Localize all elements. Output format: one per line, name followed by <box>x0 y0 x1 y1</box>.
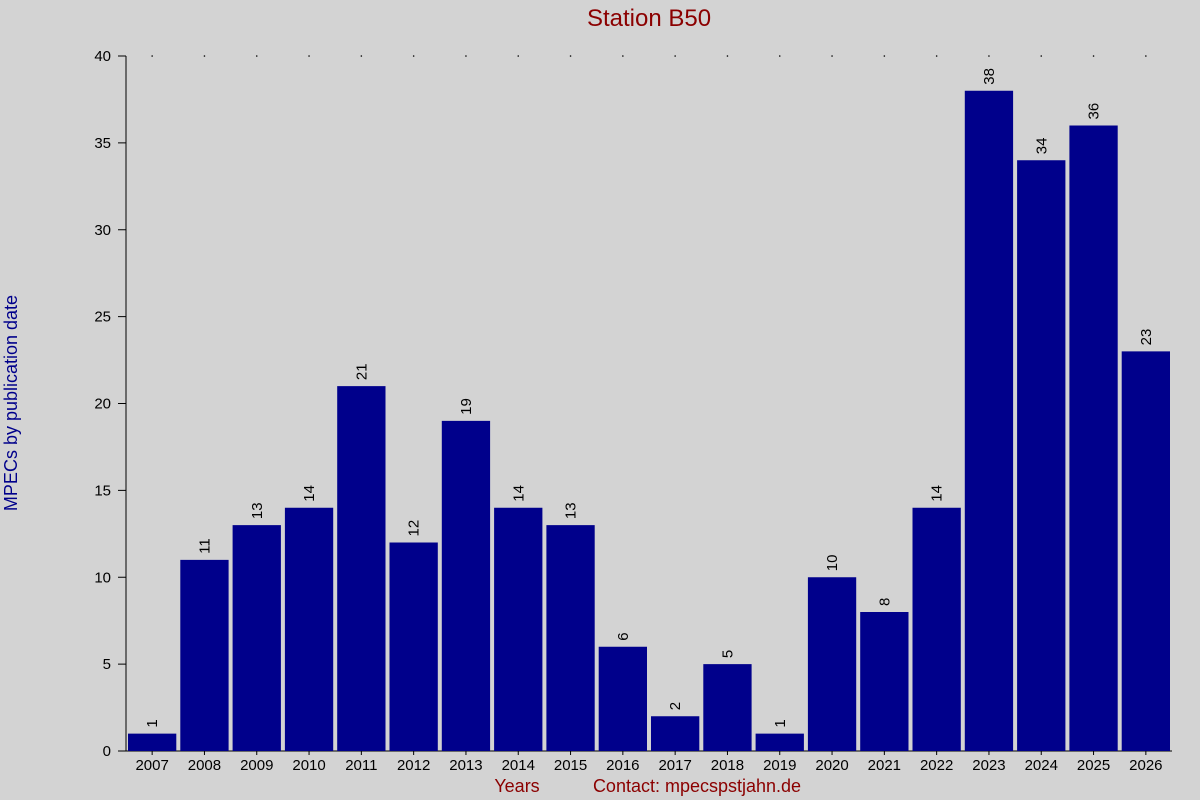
data-label: 14 <box>510 485 527 502</box>
data-label: 1 <box>144 719 161 727</box>
y-tick-label: 25 <box>94 309 111 326</box>
bar <box>546 525 595 751</box>
top-dot-mark <box>883 55 886 57</box>
chart-title: Station B50 <box>587 5 711 32</box>
x-tick-label: 2009 <box>240 757 273 774</box>
bar <box>755 733 804 751</box>
top-dot-mark <box>726 55 729 57</box>
y-tick-label: 30 <box>94 222 111 239</box>
top-dot-mark <box>255 55 258 57</box>
top-dot-mark <box>412 55 415 57</box>
x-tick-label: 2008 <box>188 757 221 774</box>
x-tick-label: 2018 <box>711 757 744 774</box>
x-tick-label: 2023 <box>972 757 1005 774</box>
bar <box>441 420 491 751</box>
top-dot-mark <box>569 55 572 57</box>
top-dot-mark <box>1040 55 1043 57</box>
data-label: 12 <box>406 520 423 537</box>
top-dot-mark <box>151 55 153 57</box>
top-dot-mark <box>1092 55 1095 57</box>
x-tick-label: 2007 <box>135 757 168 774</box>
bar <box>1017 160 1066 751</box>
data-label: 34 <box>1033 138 1050 155</box>
x-tick-label: 2026 <box>1129 757 1162 774</box>
bar <box>494 507 543 751</box>
y-tick-label: 40 <box>94 48 111 65</box>
x-tick-label: 2012 <box>397 757 430 774</box>
data-label: 14 <box>929 485 946 502</box>
bar <box>703 664 752 751</box>
y-axis-label: MPECs by publication date <box>1 295 21 511</box>
bar <box>337 386 386 751</box>
data-label: 5 <box>719 650 736 658</box>
x-axis-label: Years <box>494 776 539 796</box>
x-tick-label: 2025 <box>1077 757 1110 774</box>
top-dot-mark <box>465 55 467 57</box>
data-label: 6 <box>615 632 632 640</box>
y-tick-label: 20 <box>94 396 111 413</box>
top-dot-mark <box>988 55 990 57</box>
x-tick-label: 2017 <box>658 757 691 774</box>
top-dot-mark <box>778 55 781 57</box>
top-dot-mark <box>360 55 363 57</box>
top-dot-mark <box>203 55 206 57</box>
y-tick-label: 15 <box>94 482 111 499</box>
data-label: 38 <box>981 68 998 85</box>
x-tick-label: 2010 <box>292 757 325 774</box>
data-label: 10 <box>824 555 841 572</box>
data-label: 21 <box>353 363 370 380</box>
bar <box>598 646 647 751</box>
data-label: 1 <box>772 719 789 727</box>
bar <box>860 612 909 751</box>
top-dot-mark <box>1145 55 1147 57</box>
top-dot-mark <box>517 55 520 57</box>
top-dot-mark <box>831 55 833 57</box>
x-tick-label: 2021 <box>868 757 901 774</box>
x-tick-label: 2011 <box>345 757 377 774</box>
top-dot-mark <box>674 55 676 57</box>
data-label: 13 <box>249 502 266 519</box>
bar <box>1069 125 1118 751</box>
y-tick-label: 0 <box>103 743 111 760</box>
bar <box>1121 351 1170 751</box>
bar <box>807 577 857 751</box>
x-tick-label: 2020 <box>815 757 848 774</box>
plot-area: 0510152025303540120071120081320091420102… <box>94 48 1172 774</box>
data-label: 23 <box>1138 329 1155 346</box>
bar <box>389 542 438 751</box>
x-tick-label: 2015 <box>554 757 587 774</box>
data-label: 2 <box>667 702 684 710</box>
data-label: 13 <box>563 502 580 519</box>
contact-label: Contact: mpecspstjahn.de <box>593 776 801 796</box>
bar <box>912 507 961 751</box>
bar <box>651 716 700 751</box>
data-label: 8 <box>876 598 893 606</box>
bar <box>128 733 177 751</box>
y-tick-label: 10 <box>94 569 111 586</box>
bar <box>232 525 281 751</box>
y-tick-label: 35 <box>94 135 111 152</box>
bar <box>964 90 1014 751</box>
bar <box>180 559 229 751</box>
x-tick-label: 2013 <box>449 757 482 774</box>
y-tick-label: 5 <box>103 656 111 673</box>
data-label: 11 <box>196 538 213 554</box>
x-tick-label: 2022 <box>920 757 953 774</box>
x-tick-label: 2024 <box>1025 757 1058 774</box>
data-label: 36 <box>1086 103 1103 120</box>
top-dot-mark <box>935 55 938 57</box>
top-dot-mark <box>622 55 624 57</box>
x-tick-label: 2014 <box>502 757 535 774</box>
data-label: 14 <box>301 485 318 502</box>
x-tick-label: 2019 <box>763 757 796 774</box>
x-tick-label: 2016 <box>606 757 639 774</box>
data-label: 19 <box>458 398 475 415</box>
top-dot-mark <box>308 55 310 57</box>
bar <box>284 507 334 751</box>
